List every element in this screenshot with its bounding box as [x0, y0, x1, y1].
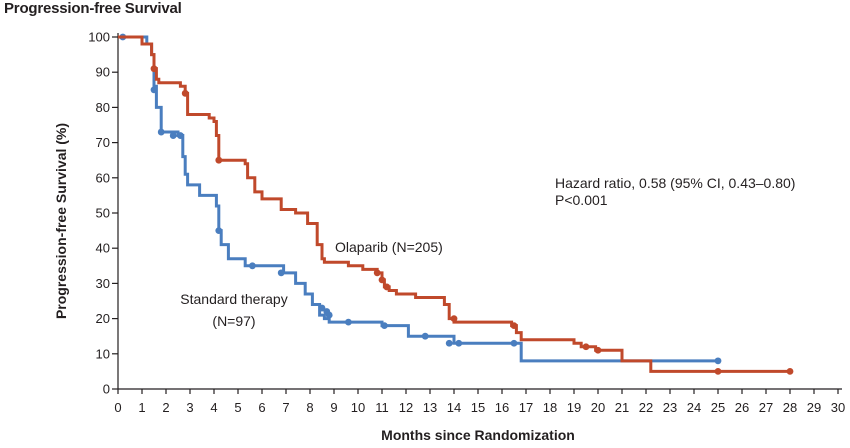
- x-tick-label: 24: [687, 400, 701, 415]
- y-tick-label: 70: [96, 135, 110, 150]
- x-tick-label: 25: [711, 400, 725, 415]
- x-tick-label: 22: [639, 400, 653, 415]
- y-tick-label: 40: [96, 241, 110, 256]
- censor-mark-olaparib: [378, 276, 386, 284]
- x-tick-label: 6: [258, 400, 265, 415]
- censor-mark-standard-therapy: [714, 357, 722, 365]
- x-tick-label: 20: [591, 400, 605, 415]
- x-tick-label: 5: [234, 400, 241, 415]
- censor-mark-standard-therapy: [177, 132, 184, 139]
- x-tick-label: 2: [162, 400, 169, 415]
- x-tick-label: 19: [567, 400, 581, 415]
- censor-mark-standard-therapy: [510, 339, 518, 347]
- censor-mark-standard-therapy: [345, 318, 352, 326]
- censor-mark-standard-therapy: [215, 227, 223, 235]
- censor-mark-olaparib: [150, 65, 158, 73]
- x-tick-label: 10: [351, 400, 365, 415]
- chart-title: Progression-free Survival: [4, 0, 182, 17]
- series-line-standard-therapy: [118, 35, 718, 363]
- y-axis-title: Progression-free Survival (%): [53, 123, 69, 319]
- y-tick-label: 50: [96, 206, 110, 221]
- y-tick-label: 60: [96, 170, 110, 185]
- x-axis-title: Months since Randomization: [381, 427, 575, 443]
- y-tick-label: 80: [96, 100, 110, 115]
- censor-mark-olaparib: [510, 322, 518, 330]
- censor-mark-olaparib: [714, 368, 722, 375]
- x-tick-label: 4: [210, 400, 217, 415]
- x-tick-label: 14: [447, 400, 461, 415]
- y-tick-label: 90: [96, 65, 110, 80]
- labels-layer: Olaparib (N=205) Standard therapy (N=97) Ha…: [180, 175, 795, 329]
- censor-mark-standard-therapy: [381, 322, 388, 330]
- x-tick-label: 9: [330, 400, 337, 415]
- x-tick-label: 7: [282, 400, 289, 415]
- x-tick-label: 23: [663, 400, 677, 415]
- x-tick-label: 30: [831, 400, 845, 415]
- x-tick-label: 17: [519, 400, 533, 415]
- censor-mark-standard-therapy: [421, 332, 429, 340]
- censor-mark-olaparib: [582, 343, 590, 351]
- y-tick-label: 30: [96, 276, 110, 291]
- y-tick-label: 100: [88, 30, 110, 45]
- x-tick-label: 18: [543, 400, 557, 415]
- censor-mark-standard-therapy: [277, 269, 285, 277]
- censor-mark-olaparib: [450, 315, 458, 322]
- y-tick-label: 10: [96, 346, 110, 361]
- series-label: Standard therapy: [180, 291, 287, 307]
- censor-mark-olaparib: [373, 269, 381, 277]
- x-tick-label: 3: [186, 400, 193, 415]
- censor-mark-olaparib: [181, 89, 189, 97]
- y-tick-label: 0: [103, 382, 110, 397]
- chart-annotation: Hazard ratio, 0.58 (95% CI, 0.43–0.80): [555, 175, 795, 191]
- x-tick-label: 0: [114, 400, 121, 415]
- x-tick-label: 29: [807, 400, 821, 415]
- censor-mark-standard-therapy: [169, 132, 177, 139]
- x-tick-label: 27: [759, 400, 773, 415]
- x-tick-label: 13: [423, 400, 437, 415]
- x-tick-label: 1: [138, 400, 145, 415]
- x-tick-label: 8: [306, 400, 313, 415]
- x-tick-label: 28: [783, 400, 797, 415]
- series-layer: [118, 33, 794, 375]
- x-tick-label: 16: [495, 400, 509, 415]
- censor-mark-standard-therapy: [455, 339, 463, 347]
- censor-mark-standard-therapy: [445, 339, 453, 347]
- censor-mark-standard-therapy: [318, 304, 326, 312]
- censor-mark-olaparib: [786, 368, 794, 375]
- censor-mark-standard-therapy: [325, 311, 333, 319]
- x-tick-label: 12: [399, 400, 413, 415]
- x-tick-label: 21: [615, 400, 629, 415]
- chart-annotation: P<0.001: [555, 192, 608, 208]
- series-label: Olaparib (N=205): [335, 239, 443, 255]
- x-tick-label: 26: [735, 400, 749, 415]
- censor-mark-standard-therapy: [157, 128, 165, 136]
- y-tick-label: 20: [96, 311, 110, 326]
- series-label: (N=97): [212, 313, 255, 329]
- x-tick-label: 11: [375, 400, 389, 415]
- censor-mark-olaparib: [215, 156, 223, 164]
- censor-mark-olaparib: [383, 283, 391, 291]
- censor-mark-standard-therapy: [150, 86, 158, 94]
- x-tick-label: 15: [471, 400, 485, 415]
- censor-mark-standard-therapy: [249, 262, 256, 270]
- censor-mark-olaparib: [594, 346, 602, 354]
